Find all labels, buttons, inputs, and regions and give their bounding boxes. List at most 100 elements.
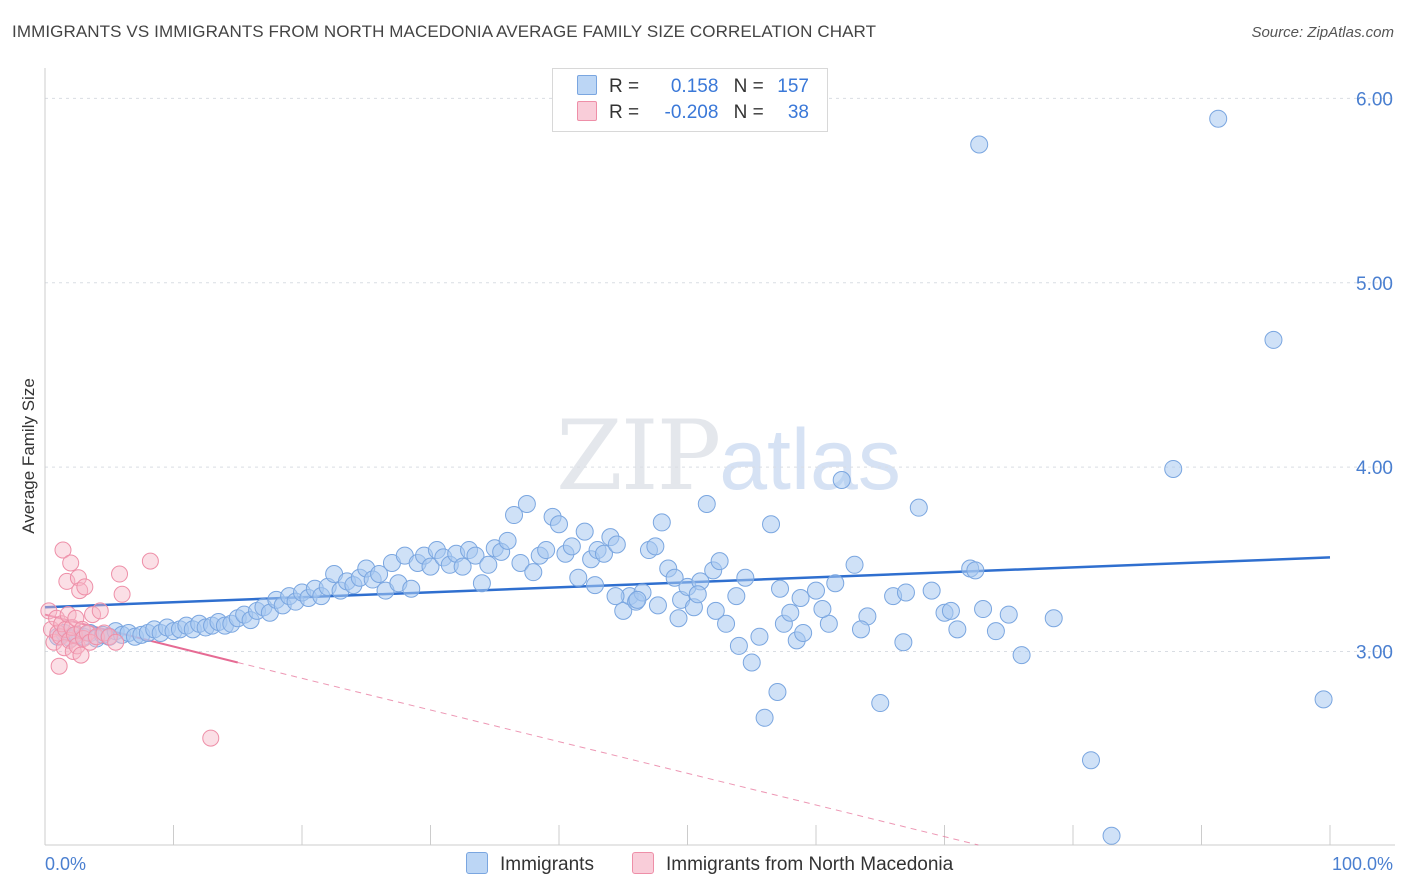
data-point-immigrants: [894, 633, 913, 652]
data-point-immigrants: [628, 590, 647, 609]
data-point-immigrants: [727, 587, 746, 606]
data-point-north-macedonia: [202, 729, 220, 747]
x-tick-label: 100.0%: [1332, 854, 1393, 874]
legend-swatch-north-macedonia: [577, 101, 597, 121]
data-point-immigrants: [517, 494, 536, 513]
source-label: Source: ZipAtlas.com: [1251, 24, 1394, 41]
legend-r-label: R =: [609, 76, 640, 97]
bottom-swatch-north-macedonia: [632, 852, 654, 874]
legend-r-value: 0.158: [670, 76, 719, 97]
data-point-immigrants: [851, 620, 870, 639]
data-point-immigrants: [594, 544, 613, 563]
data-point-immigrants: [1209, 109, 1228, 128]
data-point-immigrants: [826, 574, 845, 593]
data-point-north-macedonia: [87, 628, 105, 646]
data-point-immigrants: [697, 494, 716, 513]
data-point-north-macedonia: [59, 606, 77, 624]
data-point-immigrants: [1044, 609, 1063, 628]
data-point-north-macedonia: [107, 633, 125, 651]
data-point-immigrants: [922, 581, 941, 600]
data-point-immigrants: [498, 531, 517, 550]
data-point-immigrants: [807, 581, 825, 600]
correlation-legend: R = 0.158 N = 157 R = -0.208 N = 38: [552, 68, 828, 132]
data-point-immigrants: [1012, 646, 1031, 665]
data-point-immigrants: [688, 585, 707, 604]
y-tick-label: 4.00: [1356, 458, 1393, 479]
data-point-immigrants: [768, 683, 787, 701]
data-point-north-macedonia: [54, 541, 72, 559]
legend-r-label: R =: [609, 102, 640, 123]
data-point-immigrants: [742, 653, 761, 672]
data-point-immigrants: [966, 561, 985, 580]
legend-n-label: N =: [733, 102, 764, 123]
data-point-north-macedonia: [67, 609, 85, 627]
legend-n-label: N =: [733, 76, 764, 97]
watermark-atlas: atlas: [719, 412, 901, 508]
data-point-immigrants: [575, 522, 594, 541]
data-point-north-macedonia: [111, 565, 129, 583]
y-tick-label: 6.00: [1356, 89, 1393, 110]
data-point-immigrants: [791, 588, 810, 607]
data-point-immigrants: [974, 600, 993, 619]
data-point-immigrants: [453, 557, 472, 576]
legend-n-value: 157: [777, 76, 809, 97]
data-point-immigrants: [669, 609, 688, 628]
data-point-north-macedonia: [84, 606, 102, 624]
data-point-north-macedonia: [72, 646, 90, 664]
y-tick-label: 5.00: [1356, 274, 1393, 295]
legend-row-immigrants: R = 0.158 N = 157: [577, 75, 809, 101]
data-point-immigrants: [1164, 459, 1183, 478]
y-axis-label: Average Family Size: [19, 378, 38, 534]
data-point-immigrants: [524, 563, 543, 582]
data-point-immigrants: [710, 552, 729, 571]
data-point-immigrants: [999, 605, 1018, 624]
data-point-immigrants: [550, 515, 568, 534]
data-point-immigrants: [909, 498, 928, 517]
bottom-swatch-immigrants: [466, 852, 488, 874]
data-point-immigrants: [479, 555, 498, 574]
data-point-immigrants: [652, 513, 671, 532]
watermark: ZIPatlas: [556, 400, 901, 512]
data-point-immigrants: [648, 596, 667, 615]
legend-n-value: 38: [787, 102, 809, 123]
data-point-immigrants: [771, 579, 790, 598]
data-point-immigrants: [466, 546, 485, 565]
data-point-immigrants: [1264, 330, 1283, 349]
data-point-immigrants: [606, 587, 625, 606]
data-point-immigrants: [665, 568, 684, 587]
data-point-immigrants: [871, 694, 890, 713]
data-point-immigrants: [402, 579, 421, 598]
x-tick-label: 0.0%: [45, 854, 86, 874]
data-point-immigrants: [607, 535, 626, 554]
data-point-immigrants: [845, 555, 864, 574]
legend-row-north-macedonia: R = -0.208 N = 38: [577, 101, 809, 127]
data-point-north-macedonia: [62, 554, 80, 572]
data-point-immigrants: [948, 620, 967, 639]
data-point-immigrants: [1102, 826, 1121, 845]
data-point-immigrants: [1314, 690, 1333, 709]
series-north-macedonia: [40, 541, 220, 747]
bottom-legend-label: Immigrants: [500, 854, 594, 875]
bottom-legend-north-macedonia: Immigrants from North Macedonia: [632, 852, 953, 876]
axes: [44, 68, 1395, 846]
watermark-zip: ZIP: [556, 400, 721, 512]
data-point-immigrants: [537, 541, 556, 560]
x-tick-labels: 0.0% 100.0%: [45, 854, 1393, 874]
series-immigrants: [48, 109, 1333, 845]
trend-line-north-macedonia-extension: [237, 662, 979, 846]
data-point-immigrants: [755, 708, 774, 727]
data-point-north-macedonia: [50, 657, 68, 675]
data-point-immigrants: [472, 574, 491, 593]
y-tick-label: 3.00: [1356, 642, 1393, 663]
y-tick-labels: 3.00 4.00 5.00 6.00: [1356, 89, 1393, 663]
data-point-immigrants: [941, 601, 960, 620]
data-point-immigrants: [970, 135, 989, 154]
data-point-north-macedonia: [76, 578, 94, 596]
data-point-immigrants: [511, 553, 530, 572]
legend-swatch-immigrants: [577, 75, 597, 95]
data-point-immigrants: [729, 636, 748, 655]
data-point-immigrants: [781, 603, 800, 622]
bottom-legend-immigrants: Immigrants: [466, 852, 594, 876]
data-point-immigrants: [736, 568, 755, 587]
